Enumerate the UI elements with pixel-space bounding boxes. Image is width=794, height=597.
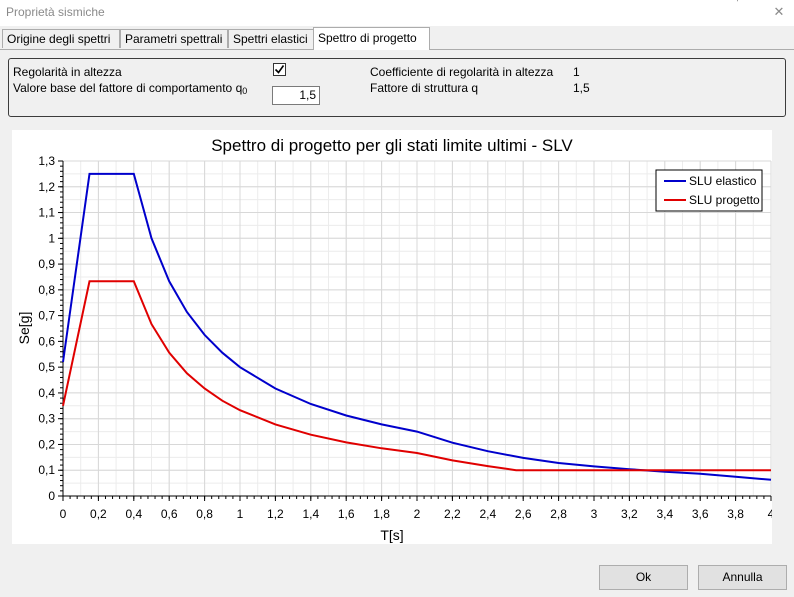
- parameters-panel: Regolarità in altezza Valore base del fa…: [8, 58, 786, 117]
- q0-label: Valore base del fattore di comportamento…: [13, 81, 248, 96]
- coeff-regolarita-label: Coefficiente di regolarità in altezza: [370, 65, 554, 79]
- x-tick-label: 2,8: [550, 507, 567, 521]
- y-tick-label: 0,8: [38, 283, 55, 297]
- q0-subscript: 0: [242, 86, 248, 96]
- fattore-struttura-label: Fattore di struttura q: [370, 81, 479, 95]
- cancel-button[interactable]: Annulla: [698, 565, 787, 590]
- y-tick-label: 0,3: [38, 412, 55, 426]
- x-tick-label: 3,2: [621, 507, 638, 521]
- x-tick-label: 0,8: [196, 507, 213, 521]
- x-tick-label: 1,6: [338, 507, 355, 521]
- y-tick-label: 1: [48, 231, 55, 245]
- y-tick-label: 0,4: [38, 386, 55, 400]
- chart-svg: Spettro di progetto per gli stati limite…: [16, 136, 772, 543]
- x-tick-label: 1: [237, 507, 244, 521]
- chart-legend: SLU elastico SLU progetto: [655, 169, 763, 212]
- tab-origine-spettri[interactable]: Origine degli spettri: [2, 29, 120, 48]
- chart-title: Spettro di progetto per gli stati limite…: [211, 136, 573, 155]
- spectrum-chart: Spettro di progetto per gli stati limite…: [12, 130, 772, 544]
- y-tick-label: 1,1: [38, 206, 55, 220]
- series-line-slu-progetto: [62, 280, 771, 472]
- x-tick-label: 2,4: [479, 507, 496, 521]
- q0-input[interactable]: 1,5: [272, 86, 320, 105]
- y-tick-label: 0: [48, 489, 55, 503]
- x-tick-label: 2: [414, 507, 421, 521]
- x-tick-label: 3,6: [692, 507, 709, 521]
- q0-label-text: Valore base del fattore di comportamento…: [13, 81, 243, 95]
- window-title: Proprietà sismiche: [6, 5, 105, 19]
- legend-label-elastico: SLU elastico: [689, 174, 757, 188]
- check-icon: [274, 65, 285, 74]
- x-tick-label: 2,2: [444, 507, 461, 521]
- x-tick-label: 0,6: [161, 507, 178, 521]
- x-tick-label: 1,2: [267, 507, 284, 521]
- ok-button[interactable]: Ok: [599, 565, 688, 590]
- y-tick-label: 1,3: [38, 154, 55, 168]
- y-tick-label: 0,9: [38, 257, 55, 271]
- x-tick-label: 1,4: [302, 507, 319, 521]
- regolarita-checkbox[interactable]: [273, 63, 286, 76]
- y-tick-label: 0,2: [38, 437, 55, 451]
- x-tick-label: 0,2: [90, 507, 107, 521]
- tab-spettri-elastici[interactable]: Spettri elastici: [228, 29, 314, 48]
- tab-spettro-progetto[interactable]: Spettro di progetto: [313, 27, 430, 50]
- x-tick-label: 0: [60, 507, 67, 521]
- legend-box: [655, 169, 763, 212]
- x-tick-label: 3,4: [656, 507, 673, 521]
- coeff-regolarita-value: 1: [573, 65, 580, 79]
- y-tick-label: 0,5: [38, 360, 55, 374]
- close-button[interactable]: ✕: [773, 4, 785, 19]
- x-tick-label: 4: [768, 507, 772, 521]
- title-bar-mark: ,: [736, 0, 739, 3]
- x-tick-label: 3,8: [727, 507, 744, 521]
- legend-label-progetto: SLU progetto: [689, 193, 760, 207]
- y-axis-label: Se[g]: [16, 312, 32, 345]
- regolarita-label: Regolarità in altezza: [13, 65, 122, 79]
- x-tick-label: 3: [591, 507, 598, 521]
- fattore-struttura-value: 1,5: [573, 81, 590, 95]
- y-tick-label: 0,7: [38, 309, 55, 323]
- x-tick-label: 1,8: [373, 507, 390, 521]
- tab-parametri-spettrali[interactable]: Parametri spettrali: [120, 29, 228, 48]
- y-tick-label: 0,1: [38, 463, 55, 477]
- y-tick-label: 1,2: [38, 180, 55, 194]
- x-tick-label: 0,4: [125, 507, 142, 521]
- x-tick-label: 2,6: [515, 507, 532, 521]
- x-axis-label: T[s]: [380, 527, 403, 543]
- y-tick-label: 0,6: [38, 334, 55, 348]
- title-bar: Proprietà sismiche , ✕: [0, 0, 794, 26]
- tab-strip: Origine degli spettri Parametri spettral…: [0, 27, 794, 50]
